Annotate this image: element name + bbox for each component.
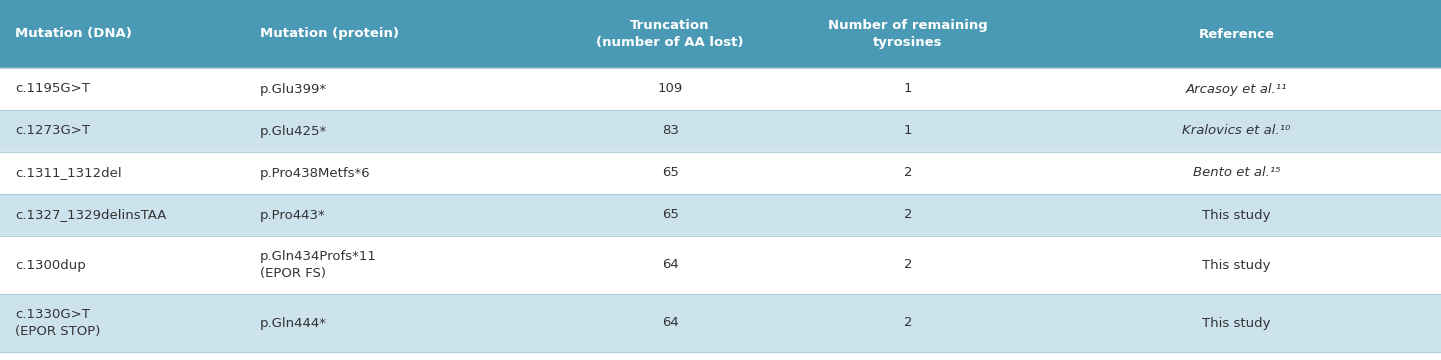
- Text: 1: 1: [904, 125, 912, 138]
- Text: 2: 2: [904, 166, 912, 180]
- Text: 64: 64: [661, 258, 679, 271]
- Text: 109: 109: [657, 82, 683, 95]
- Text: Mutation (protein): Mutation (protein): [261, 27, 399, 40]
- Text: p.Glu399*: p.Glu399*: [261, 82, 327, 95]
- Bar: [0, 110, 1441, 152]
- Text: c.1327_1329delinsTAA: c.1327_1329delinsTAA: [16, 208, 167, 221]
- Text: 2: 2: [904, 208, 912, 221]
- Bar: [0, 0, 1441, 68]
- Text: c.1195G>T: c.1195G>T: [16, 82, 91, 95]
- Text: 2: 2: [904, 258, 912, 271]
- Text: 65: 65: [661, 166, 679, 180]
- Text: p.Pro443*: p.Pro443*: [261, 208, 326, 221]
- Bar: [0, 152, 1441, 194]
- Text: p.Pro438Metfs*6: p.Pro438Metfs*6: [261, 166, 370, 180]
- Text: Truncation
(number of AA lost): Truncation (number of AA lost): [597, 19, 744, 49]
- Text: Reference: Reference: [1199, 27, 1274, 40]
- Text: 64: 64: [661, 316, 679, 329]
- Text: 83: 83: [661, 125, 679, 138]
- Bar: [0, 194, 1441, 236]
- Text: c.1300dup: c.1300dup: [16, 258, 86, 271]
- Bar: [0, 294, 1441, 352]
- Text: p.Gln434Profs*11
(EPOR FS): p.Gln434Profs*11 (EPOR FS): [261, 250, 378, 280]
- Text: This study: This study: [1202, 258, 1271, 271]
- Bar: [0, 68, 1441, 110]
- Text: 1: 1: [904, 82, 912, 95]
- Text: Number of remaining
tyrosines: Number of remaining tyrosines: [829, 19, 987, 49]
- Text: c.1330G>T
(EPOR STOP): c.1330G>T (EPOR STOP): [16, 308, 101, 338]
- Text: 2: 2: [904, 316, 912, 329]
- Text: p.Glu425*: p.Glu425*: [261, 125, 327, 138]
- Text: Bento et al.¹⁵: Bento et al.¹⁵: [1193, 166, 1280, 180]
- Text: Mutation (DNA): Mutation (DNA): [16, 27, 133, 40]
- Text: c.1273G>T: c.1273G>T: [16, 125, 91, 138]
- Text: p.Gln444*: p.Gln444*: [261, 316, 327, 329]
- Text: c.1311_1312del: c.1311_1312del: [16, 166, 122, 180]
- Text: 65: 65: [661, 208, 679, 221]
- Text: Arcasoy et al.¹¹: Arcasoy et al.¹¹: [1186, 82, 1287, 95]
- Bar: [0, 236, 1441, 294]
- Text: Kralovics et al.¹⁰: Kralovics et al.¹⁰: [1182, 125, 1291, 138]
- Text: This study: This study: [1202, 208, 1271, 221]
- Text: This study: This study: [1202, 316, 1271, 329]
